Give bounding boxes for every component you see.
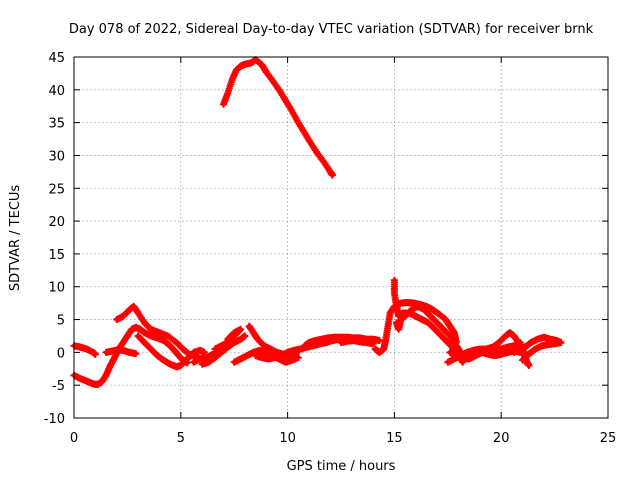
data-series (134, 332, 208, 371)
x-axis-label: GPS time / hours (287, 459, 396, 474)
y-tick-label: 15 (48, 248, 65, 263)
data-point-marker (525, 361, 533, 369)
data-point-marker (516, 339, 524, 347)
data-series (198, 332, 249, 368)
data-point-marker (557, 339, 565, 347)
y-tick-label: 20 (48, 215, 65, 230)
chart-title: Day 078 of 2022, Sidereal Day-to-day VTE… (69, 22, 594, 37)
data-series (102, 346, 140, 358)
x-tick-label: 15 (386, 431, 403, 446)
x-tick-label: 20 (493, 431, 510, 446)
data-series (337, 337, 377, 348)
y-tick-label: -10 (44, 412, 65, 427)
data-point-marker (375, 337, 383, 345)
data-series (220, 56, 336, 179)
y-tick-label: 5 (57, 314, 65, 329)
y-tick-label: 35 (48, 117, 65, 132)
plot-frame (73, 56, 609, 419)
data-point-marker (91, 350, 99, 358)
data-series (70, 342, 99, 358)
x-tick-label: 5 (177, 431, 185, 446)
y-tick-label: 45 (48, 51, 65, 66)
y-tick-label: -5 (52, 379, 65, 394)
data-series (393, 302, 465, 356)
data-series (211, 325, 245, 353)
data-point-marker (132, 350, 140, 358)
data-point-marker (369, 340, 377, 348)
data-point-marker (294, 354, 302, 362)
y-tick-label: 0 (57, 346, 65, 361)
y-tick-label: 30 (48, 149, 65, 164)
x-tick-label: 25 (600, 431, 617, 446)
y-axis-label: SDTVAR / TECUs (8, 185, 23, 292)
y-tick-label: 40 (48, 84, 65, 99)
data-series (390, 276, 467, 366)
y-tick-label: 25 (48, 182, 65, 197)
data-series (519, 339, 565, 364)
x-tick-label: 10 (279, 431, 296, 446)
data-point-marker (328, 171, 336, 179)
data-point-marker (241, 332, 249, 340)
y-tick-label: 10 (48, 281, 65, 296)
data-point-marker (211, 345, 219, 353)
x-tick-label: 0 (70, 431, 78, 446)
